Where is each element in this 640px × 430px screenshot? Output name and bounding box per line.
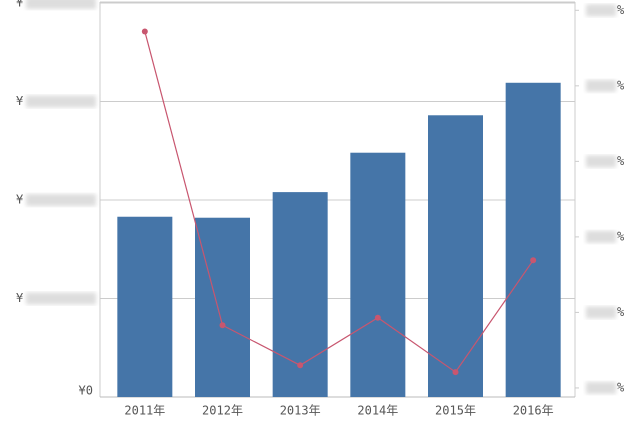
blurred-label [586, 306, 616, 319]
x-tick-label: 2015年 [435, 404, 476, 418]
bar [350, 152, 406, 397]
blurred-label [26, 95, 96, 108]
y2-tick-label: % [617, 3, 625, 17]
bar [505, 82, 561, 397]
y2-tick-label: % [617, 229, 625, 243]
bar [117, 216, 173, 397]
line-point [219, 322, 226, 329]
blurred-label [586, 4, 616, 17]
y2-tick-label: % [617, 154, 625, 168]
blurred-label [26, 0, 96, 9]
y-tick-label: ¥ [16, 291, 24, 305]
x-tick-label: 2014年 [357, 404, 398, 418]
x-tick-label: 2016年 [513, 404, 554, 418]
blurred-label [26, 292, 96, 305]
bar [195, 217, 250, 397]
x-tick-label: 2013年 [280, 404, 321, 418]
bar [428, 115, 483, 398]
y2-tick-label: % [617, 305, 625, 319]
line [144, 31, 534, 373]
y-tick-label: ¥ [16, 0, 24, 9]
y2-tick-label: % [617, 78, 625, 92]
line-point [530, 257, 537, 264]
line-point [374, 314, 381, 321]
blurred-label [586, 381, 616, 394]
x-tick-label: 2012年 [202, 404, 243, 418]
blurred-label [586, 230, 616, 243]
blurred-label [586, 155, 616, 168]
x-tick-label: 2011年 [124, 404, 165, 418]
line-point [141, 28, 148, 35]
line-point [452, 369, 459, 376]
y-tick-label: ¥ [16, 94, 24, 108]
blurred-label [586, 79, 616, 92]
y2-tick-label: % [617, 380, 625, 394]
y-tick-label: ¥0 [79, 384, 93, 398]
line-point [297, 362, 304, 369]
blurred-label [26, 193, 96, 206]
y-tick-label: ¥ [16, 192, 24, 206]
